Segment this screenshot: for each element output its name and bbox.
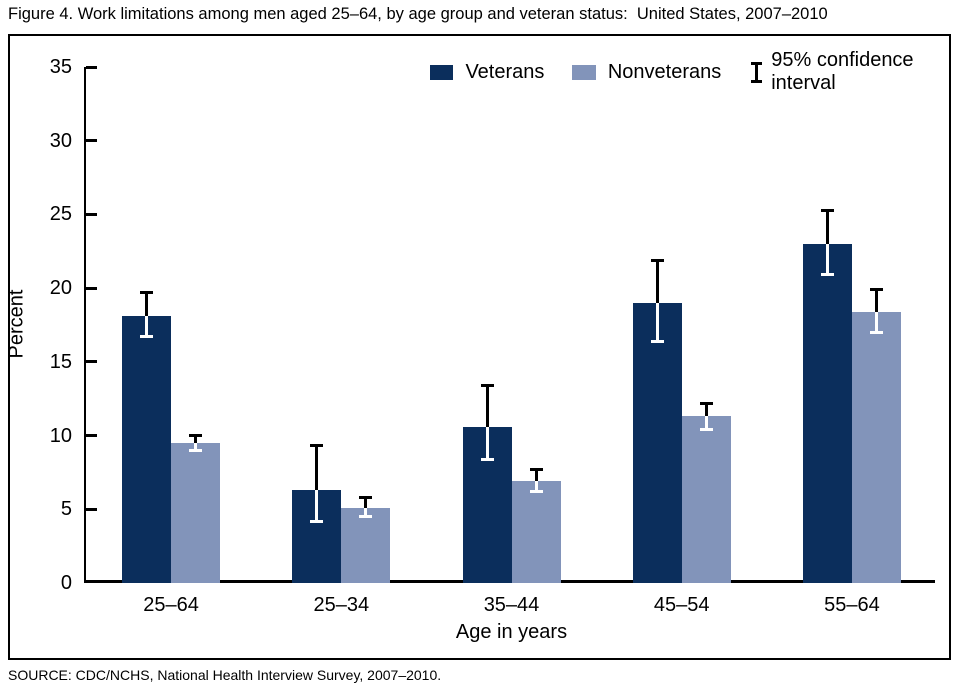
y-axis-tick-20 — [86, 286, 97, 290]
bar-nonveterans-25-34 — [341, 507, 391, 583]
y-tick-label-30: 30 — [49, 129, 72, 152]
ci-lower-veterans-25-64 — [145, 316, 149, 337]
bar-veterans-25-64 — [122, 316, 172, 583]
ci-cap-bottom-veterans-45-54 — [650, 339, 664, 343]
y-tick-label-10: 10 — [49, 424, 72, 447]
confidence-interval-icon — [751, 61, 763, 83]
ci-cap-top-nonveterans-55-64 — [869, 288, 883, 292]
category-label-35-44: 35–44 — [483, 594, 540, 616]
ci-cap-bottom-nonveterans-25-34 — [359, 515, 373, 519]
bar-nonveterans-25-64 — [171, 442, 221, 583]
ci-upper-veterans-35-44 — [485, 385, 489, 427]
y-axis-tick-10 — [86, 434, 97, 438]
ci-upper-nonveterans-25-64 — [194, 435, 198, 443]
ci-upper-veterans-25-64 — [145, 292, 149, 317]
ci-cap-bottom-veterans-25-34 — [310, 519, 324, 523]
y-tick-label-35: 35 — [49, 56, 72, 78]
y-axis-tick-35 — [86, 65, 97, 69]
y-axis-tick-5 — [86, 507, 97, 511]
ci-upper-nonveterans-45-54 — [704, 403, 708, 417]
ci-upper-nonveterans-35-44 — [534, 469, 538, 482]
ci-cap-top-veterans-55-64 — [820, 208, 834, 212]
ci-upper-nonveterans-55-64 — [874, 289, 878, 312]
ci-cap-top-nonveterans-25-64 — [189, 434, 203, 438]
ci-lower-nonveterans-45-54 — [704, 416, 708, 430]
ci-cap-bottom-nonveterans-45-54 — [699, 428, 713, 432]
source-note: SOURCE: CDC/NCHS, National Health Interv… — [8, 667, 442, 683]
figure-title: Figure 4. Work limitations among men age… — [8, 5, 828, 23]
y-tick-label-20: 20 — [49, 277, 72, 300]
ci-cap-top-nonveterans-45-54 — [699, 401, 713, 405]
ci-cap-top-veterans-25-64 — [140, 291, 154, 295]
ci-cap-top-nonveterans-35-44 — [529, 467, 543, 471]
ci-cap-bottom-nonveterans-35-44 — [529, 490, 543, 494]
y-axis-tick-25 — [86, 212, 97, 216]
ci-upper-nonveterans-25-34 — [364, 497, 368, 508]
ci-lower-nonveterans-35-44 — [534, 481, 538, 492]
legend: Veterans Nonveterans 95% confidence inte… — [430, 49, 949, 94]
bar-nonveterans-55-64 — [851, 311, 901, 583]
x-axis-label: Age in years — [455, 621, 568, 643]
ci-cap-top-veterans-45-54 — [650, 258, 664, 262]
legend-swatch-nonveterans — [572, 64, 596, 80]
ci-cap-top-veterans-25-34 — [310, 444, 324, 448]
ci-cap-top-nonveterans-25-34 — [359, 495, 373, 499]
ci-upper-veterans-55-64 — [825, 210, 829, 244]
y-tick-label-0: 0 — [60, 572, 72, 594]
legend-label-ci: 95% confidence interval — [771, 49, 914, 94]
y-axis-tick-15 — [86, 360, 97, 364]
ci-cap-bottom-veterans-55-64 — [820, 273, 834, 277]
legend-label-veterans: Veterans — [465, 60, 545, 83]
category-label-25-34: 25–34 — [313, 594, 370, 616]
bar-veterans-45-54 — [632, 302, 682, 583]
ci-cap-top-veterans-35-44 — [480, 383, 494, 387]
ci-cap-bottom-veterans-25-64 — [140, 335, 154, 339]
ci-lower-veterans-45-54 — [655, 302, 659, 342]
ci-lower-veterans-55-64 — [825, 243, 829, 275]
chart-frame: Veterans Nonveterans 95% confidence inte… — [6, 34, 951, 660]
y-axis-tick-30 — [86, 139, 97, 143]
bar-nonveterans-35-44 — [511, 481, 561, 583]
ci-cap-bottom-nonveterans-25-64 — [189, 448, 203, 452]
category-label-25-64: 25–64 — [143, 594, 199, 616]
ci-lower-nonveterans-25-64 — [194, 442, 198, 451]
y-tick-label-25: 25 — [49, 203, 72, 226]
ci-lower-nonveterans-25-34 — [364, 507, 368, 517]
ci-lower-veterans-25-34 — [315, 490, 319, 522]
y-tick-label-5: 5 — [60, 498, 72, 521]
legend-swatch-veterans — [430, 64, 454, 80]
y-axis-label: Percent — [5, 289, 28, 358]
bar-nonveterans-45-54 — [681, 416, 731, 583]
ci-lower-veterans-35-44 — [485, 426, 489, 460]
bar-veterans-55-64 — [802, 243, 852, 583]
ci-upper-veterans-45-54 — [655, 260, 659, 303]
ci-cap-bottom-nonveterans-55-64 — [869, 330, 883, 334]
legend-label-nonveterans: Nonveterans — [607, 60, 722, 83]
ci-lower-nonveterans-55-64 — [874, 311, 878, 333]
ci-upper-veterans-25-34 — [315, 445, 319, 491]
category-label-45-54: 45–54 — [653, 594, 710, 616]
y-tick-label-15: 15 — [49, 350, 72, 373]
ci-cap-bottom-veterans-35-44 — [480, 457, 494, 461]
category-label-55-64: 55–64 — [824, 594, 880, 616]
plot-area: Percent Age in years 0 5 10 15 20 25 30 35 25–64… — [6, 56, 935, 643]
